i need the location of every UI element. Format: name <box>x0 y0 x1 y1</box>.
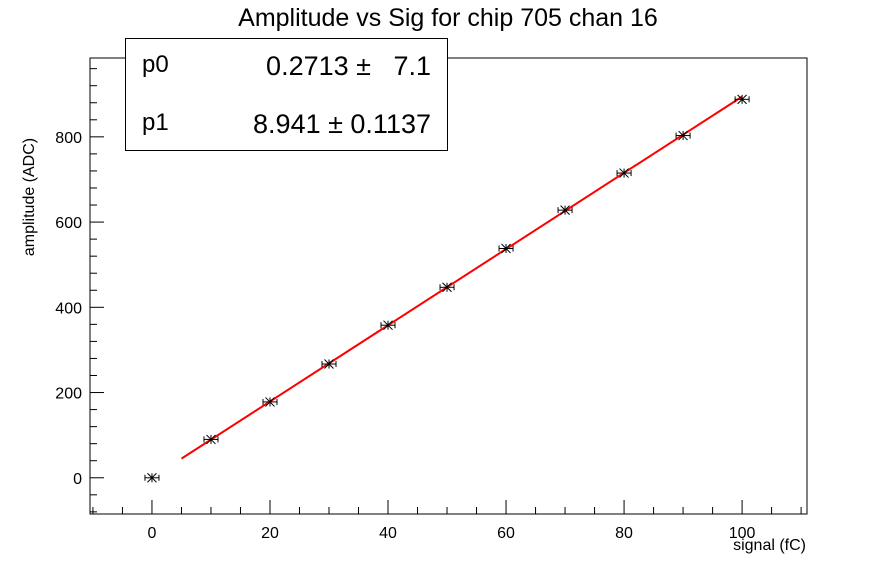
chart-title: Amplitude vs Sig for chip 705 chan 16 <box>238 4 658 32</box>
marker-stroke <box>737 94 747 105</box>
x-tick-label: 60 <box>497 525 515 542</box>
stats-p1-value: 8.941 ± 0.1137 <box>253 109 431 139</box>
data-point <box>557 205 573 215</box>
marker-stroke <box>442 282 452 293</box>
marker-stroke <box>678 130 688 141</box>
x-tick-label: 20 <box>261 525 279 542</box>
data-point <box>203 434 219 445</box>
x-tick-label: 0 <box>148 525 157 542</box>
marker-stroke <box>619 168 629 178</box>
data-point <box>675 130 691 141</box>
data-point <box>262 397 278 407</box>
x-tick-label: 40 <box>379 525 397 542</box>
marker-stroke <box>560 205 570 215</box>
x-tick-label: 80 <box>615 525 633 542</box>
marker-stroke <box>324 359 334 369</box>
marker-stroke <box>206 434 216 445</box>
marker-stroke <box>383 320 393 331</box>
y-tick-label: 0 <box>73 471 82 488</box>
marker-stroke <box>147 472 157 483</box>
axes: 0 20 40 60 80 100 0 200 400 600 800 <box>55 68 802 542</box>
y-axis-label: amplitude (ADC) <box>21 137 38 257</box>
data-point <box>498 243 514 254</box>
stats-p0-value: 0.2713 ± 7.1 <box>266 51 431 81</box>
fit-line-group <box>180 95 743 460</box>
data-point <box>439 282 455 293</box>
marker-stroke <box>501 243 511 254</box>
marker-stroke <box>265 397 275 407</box>
x-axis-label: signal (fC) <box>733 537 806 554</box>
plot-frame <box>89 57 808 515</box>
data-point <box>616 168 632 178</box>
y-tick-label: 800 <box>55 130 82 147</box>
data-point <box>380 320 396 331</box>
data-points <box>144 94 750 483</box>
data-point <box>734 94 750 105</box>
data-point <box>321 359 337 369</box>
stats-p0-name: p0 <box>142 51 169 78</box>
y-tick-label: 200 <box>55 386 82 403</box>
fit-line <box>180 95 743 460</box>
y-tick-label: 600 <box>55 215 82 232</box>
data-point <box>144 472 160 483</box>
fit-stats-box: p0 0.2713 ± 7.1 p1 8.941 ± 0.1137 <box>125 38 448 151</box>
y-tick-label: 400 <box>55 300 82 317</box>
x-tick-label: 100 <box>729 525 756 542</box>
stats-p1-name: p1 <box>142 109 169 136</box>
